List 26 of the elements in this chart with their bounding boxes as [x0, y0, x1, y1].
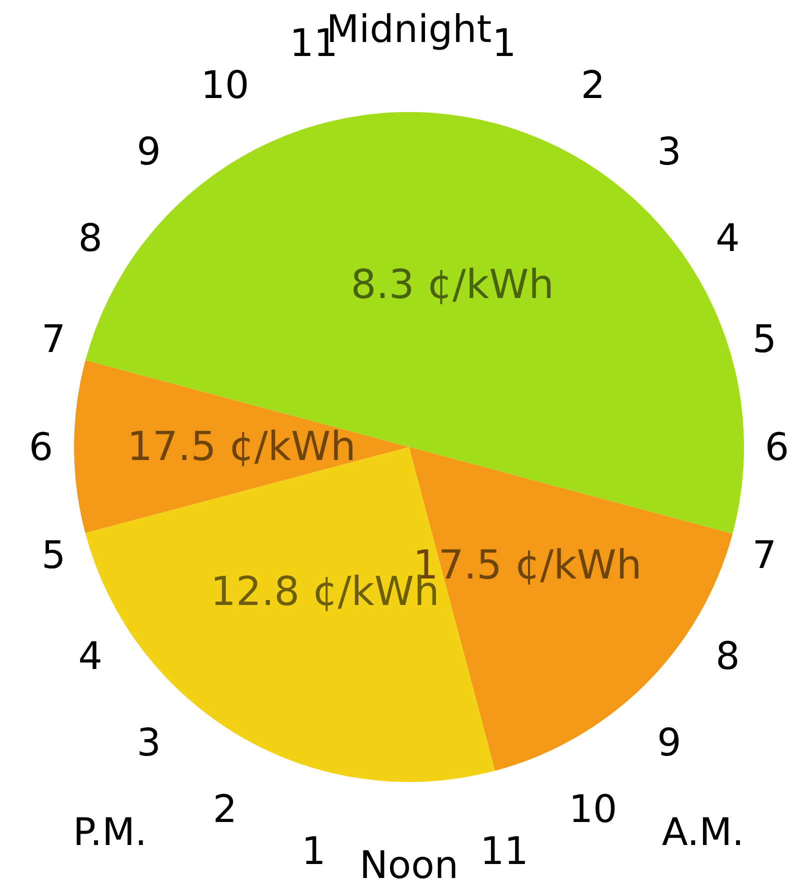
text: 10 — [568, 787, 618, 831]
text: 5 — [41, 533, 66, 578]
text: 8 — [78, 216, 102, 260]
text: A.M. — [662, 810, 744, 854]
text: 7 — [41, 316, 66, 361]
text: 3 — [136, 720, 161, 765]
text: 6 — [764, 425, 790, 469]
text: 7 — [752, 533, 777, 578]
text: 4 — [716, 216, 740, 260]
text: 2 — [212, 787, 238, 831]
text: 8 — [716, 634, 740, 678]
text: P.M. — [73, 810, 147, 854]
text: 3 — [657, 129, 682, 174]
text: 4 — [78, 634, 102, 678]
slice-label: 17.5 ¢/kWh — [127, 424, 356, 470]
text: 5 — [752, 316, 777, 361]
text: 11 — [480, 828, 528, 873]
text: 6 — [28, 425, 54, 469]
text: Noon — [359, 843, 459, 887]
text: 9 — [657, 720, 682, 765]
text: 10 — [200, 63, 250, 107]
slice-label: 8.3 ¢/kWh — [350, 262, 554, 308]
text: 1 — [302, 828, 326, 873]
text: 1 — [492, 21, 516, 66]
text: 9 — [136, 129, 161, 174]
text: 2 — [580, 63, 606, 107]
